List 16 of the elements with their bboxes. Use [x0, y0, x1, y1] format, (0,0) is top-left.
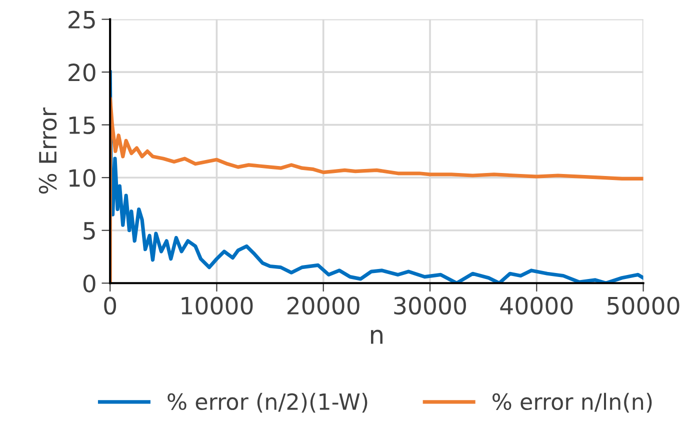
x-tick-label: 50000: [608, 296, 680, 315]
x-tick-label: 0: [104, 296, 116, 315]
y-tick-label: 20: [68, 64, 96, 82]
legend-label: % error (n/2)(1-W): [168, 392, 368, 413]
x-tick-label: 30000: [394, 296, 466, 315]
y-tick-label: 10: [69, 169, 96, 187]
y-tick-label: 25: [68, 10, 95, 29]
y-tick-label: 5: [84, 222, 95, 240]
y-tick-label: 15: [69, 116, 95, 134]
x-tick-label: 40000: [500, 296, 573, 315]
x-tick-label: 10000: [182, 296, 253, 315]
legend-label: % error n/ln(n): [492, 392, 652, 413]
y-axis-title: % Error: [38, 107, 57, 194]
x-axis-title: n: [371, 330, 382, 344]
x-tick-label: 20000: [288, 296, 360, 315]
y-tick-label: 0: [83, 274, 96, 292]
